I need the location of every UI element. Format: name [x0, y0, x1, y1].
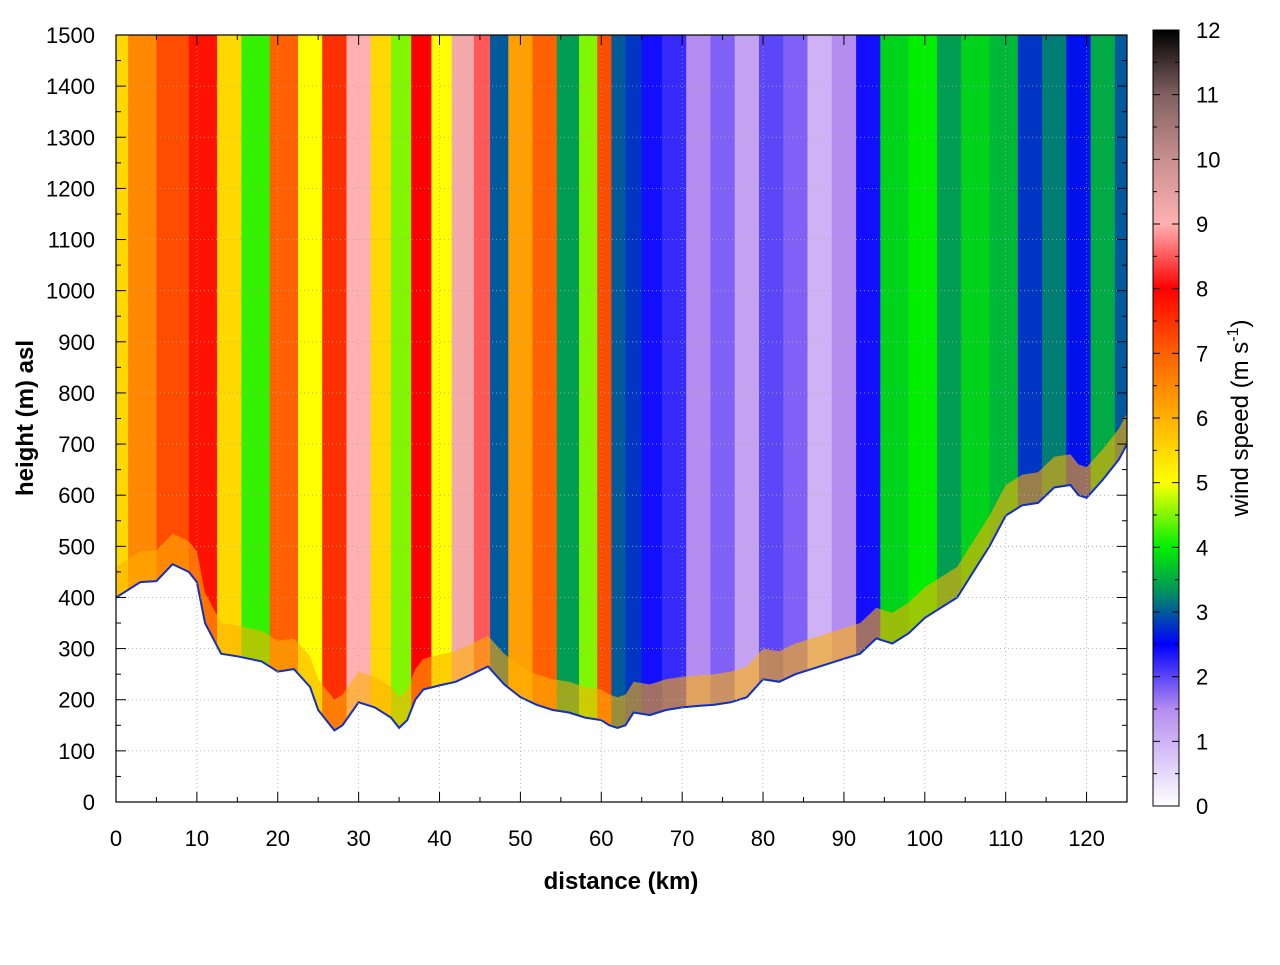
colorbar-tick-label: 11 [1196, 83, 1219, 108]
y-tick-label: 200 [58, 688, 95, 713]
y-tick-label: 1200 [46, 176, 95, 201]
x-axis-tick-labels: 0 10 20 30 40 50 60 70 80 90 100 110 120 [110, 826, 1105, 851]
wind-band [556, 35, 580, 802]
wind-band [431, 35, 453, 802]
x-tick-label: 20 [266, 826, 290, 851]
y-tick-label: 300 [58, 637, 95, 662]
colorbar-tick-label: 6 [1196, 406, 1208, 431]
colorbar-title-close: ) [1227, 320, 1254, 328]
colorbar-tick-label: 10 [1196, 147, 1220, 172]
colorbar-tick-label: 5 [1196, 471, 1208, 496]
heatmap-layer [116, 35, 1127, 802]
y-tick-label: 1300 [46, 125, 95, 150]
wind-band [661, 35, 687, 802]
x-tick-label: 50 [508, 826, 532, 851]
x-tick-label: 120 [1068, 826, 1105, 851]
wind-band [411, 35, 432, 802]
colorbar-ticks [1153, 29, 1179, 807]
x-tick-label: 40 [427, 826, 451, 851]
y-tick-label: 800 [58, 381, 95, 406]
y-axis-title: height (m) asl [12, 340, 39, 496]
wind-band [625, 35, 643, 802]
y-tick-label: 0 [83, 790, 95, 815]
colorbar-tick-label: 9 [1196, 212, 1208, 237]
y-tick-label: 100 [58, 739, 95, 764]
wind-band [322, 35, 348, 802]
terrain-mask [116, 444, 1127, 802]
y-tick-label: 1500 [46, 23, 95, 48]
y-tick-label: 1100 [48, 228, 95, 253]
wind-band [473, 35, 491, 802]
wind-band [579, 35, 598, 802]
y-tick-label: 700 [58, 432, 95, 457]
wind-band [451, 35, 475, 802]
x-tick-label: 100 [906, 826, 943, 851]
colorbar-tick-label: 12 [1196, 18, 1220, 43]
wind-band [532, 35, 558, 802]
x-axis-title: distance (km) [544, 868, 699, 895]
colorbar-title: wind speed (m s-1) [1225, 320, 1254, 518]
grid-lines [116, 35, 1127, 802]
colorbar-tick-label: 2 [1196, 665, 1208, 690]
colorbar-tick-label: 4 [1196, 535, 1208, 560]
x-tick-label: 60 [589, 826, 613, 851]
x-tick-label: 70 [670, 826, 694, 851]
x-tick-label: 80 [751, 826, 775, 851]
x-tick-label: 90 [832, 826, 856, 851]
x-tick-label: 110 [988, 826, 1023, 851]
x-tick-label: 0 [110, 826, 122, 851]
wind-band [686, 35, 712, 802]
wind-band [391, 35, 412, 802]
colorbar-tick-label: 1 [1196, 729, 1208, 754]
colorbar-tick-label: 3 [1196, 600, 1208, 625]
y-axis-tick-labels: 0 100 200 300 400 500 600 700 800 900 1000 1100 1200… [46, 23, 95, 815]
colorbar-title-main: wind speed (m s [1227, 342, 1254, 518]
colorbar-tick-label: 7 [1196, 341, 1208, 366]
wind-band [641, 35, 663, 802]
colorbar-tick-label: 8 [1196, 277, 1208, 302]
plot-area [115, 34, 1128, 803]
axis-ticks [115, 34, 1127, 803]
y-tick-label: 900 [58, 330, 95, 355]
y-tick-label: 400 [58, 585, 95, 610]
colorbar-tick-label: 0 [1196, 794, 1208, 819]
wind-band [611, 35, 627, 802]
x-tick-label: 30 [346, 826, 370, 851]
y-tick-label: 600 [58, 483, 95, 508]
wind-band [490, 35, 509, 802]
y-tick-label: 1000 [46, 279, 95, 304]
x-tick-label: 10 [185, 826, 209, 851]
y-tick-label: 1400 [46, 74, 95, 99]
wind-band [370, 35, 392, 802]
terrain-line [116, 443, 1127, 732]
y-tick-label: 500 [58, 534, 95, 559]
wind-band [597, 35, 612, 802]
colorbar-title-superscript: -1 [1225, 327, 1242, 341]
